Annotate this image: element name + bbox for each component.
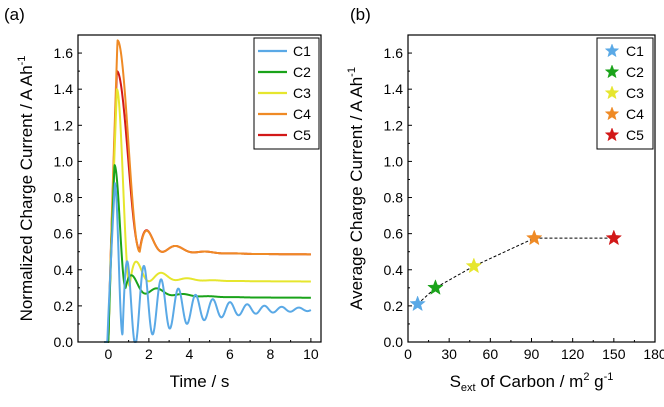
panel-b-x-tick-label: 0 [404,346,412,362]
panel-a-y-tick-label: 0.2 [54,298,74,314]
legend-label-c1: C1 [293,43,311,59]
legend-star-c3 [604,85,620,100]
panel-a-y-axis-label-sup: -1 [16,56,28,66]
legend-label-c4: C4 [626,106,644,122]
panel-b-y-tick-label: 0.2 [384,298,404,314]
panel-b-x-label-sup2: -1 [604,371,614,383]
panel-a-y-tick-label: 0.6 [54,226,74,242]
legend-label-c5: C5 [293,127,311,143]
panel-a-y-tick-label: 0.8 [54,190,74,206]
scatter-point-c2 [427,279,444,295]
panel-a-x-tick-label: 8 [266,346,274,362]
panel-b-legend: C1 C2 C3 C4 C5 [596,37,654,150]
panel-b-x-label-mid: of Carbon / m [476,372,584,391]
panel-b-x-tick-label: 180 [643,346,664,362]
legend-label-c4: C4 [293,106,311,122]
panel-b-frame [407,34,656,343]
series-line-c3 [103,88,312,343]
panel-b-y-axis-label: Average Charge Current / A Ah-1 [346,67,366,310]
legend-star-c4 [604,106,620,121]
panel-a-ticks: 0 2 4 6 8 10 0.0 0.2 0.4 0.6 0.8 1.0 1.2 1.4 1.6 [54,45,319,362]
series-line-c2 [103,164,312,343]
legend-label-c3: C3 [293,85,311,101]
panel-b-legend-box [596,37,654,150]
panel-a-plot-area [103,39,312,343]
panel-b-y-tick-label: 1.4 [384,81,404,97]
panel-b-y-axis-label-sup: -1 [346,67,358,77]
panel-b-x-tick-label: 150 [602,346,626,362]
scatter-connector-line [417,237,614,305]
panel-a-line-chart: (a) 0 2 4 6 8 10 0.0 0.2 0.4 0.6 0.8 1.0 1.2 1.4 1.6 T… [4,5,322,391]
panel-a-x-tick-label: 0 [104,346,112,362]
series-line-c1 [103,182,312,343]
panel-b-y-tick-label: 0.4 [384,262,404,278]
panel-a-x-tick-label: 10 [303,346,319,362]
panel-b-scatter-chart: (b) 0 30 60 90 120 150 180 0.0 0.2 0.4 0.6 0.8 1.0 1.… [346,5,664,394]
panel-b-x-label-sub: ext [461,382,476,394]
panel-b-y-tick-label: 0.6 [384,226,404,242]
series-line-c4 [103,39,312,343]
panel-a-y-axis-label-main: Normalized Charge Current / A Ah [17,65,36,321]
panel-a-frame [77,34,322,343]
panel-b-x-tick-label: 60 [483,346,499,362]
scatter-point-c1 [409,295,426,312]
panel-a-label: (a) [4,5,25,24]
panel-b-y-tick-label: 1.2 [384,117,404,133]
panel-b-label: (b) [350,5,371,24]
legend-label-c2: C2 [293,64,311,80]
panel-a-x-tick-label: 4 [185,346,193,362]
panel-b-x-label-s: S [450,372,461,391]
panel-b-x-label-mid2: g [589,372,603,391]
panel-a-x-tick-label: 6 [226,346,234,362]
legend-label-c2: C2 [626,64,644,80]
panel-b-ticks: 0 30 60 90 120 150 180 0.0 0.2 0.4 0.6 0.8 1.0 1.2 1.4… [384,45,664,362]
panel-b-x-tick-label: 30 [441,346,457,362]
scatter-point-c3 [465,257,483,274]
panel-a-y-axis-label: Normalized Charge Current / A Ah-1 [16,56,36,322]
panel-a-x-tick-label: 2 [145,346,153,362]
panel-b-x-tick-label: 120 [561,346,585,362]
panel-a-y-tick-label: 0.0 [54,334,74,350]
panel-a-y-tick-label: 1.0 [54,153,74,169]
panel-b-x-axis-label: Sext of Carbon / m2 g-1 [450,371,614,394]
legend-star-c1 [604,43,620,58]
legend-label-c1: C1 [626,43,644,59]
panel-a-y-tick-label: 1.6 [54,45,74,61]
panel-b-y-tick-label: 1.6 [384,45,404,61]
panel-b-plot-area [409,229,623,312]
panel-a-x-axis-label: Time / s [170,372,230,391]
panel-a-legend: C1 C2 C3 C4 C5 [253,37,320,150]
panel-b-y-tick-label: 1.0 [384,153,404,169]
legend-star-c2 [604,64,620,79]
panel-b-y-tick-label: 0.8 [384,190,404,206]
scatter-point-c4 [525,229,543,246]
panel-b-y-tick-label: 0.0 [384,334,404,350]
legend-star-c5 [604,127,620,142]
panel-b-x-tick-label: 90 [524,346,540,362]
panel-a-y-tick-label: 1.2 [54,117,74,133]
panel-a-y-tick-label: 1.4 [54,81,74,97]
panel-a-y-tick-label: 0.4 [54,262,74,278]
legend-label-c3: C3 [626,85,644,101]
legend-label-c5: C5 [626,127,644,143]
panel-b-y-axis-label-main: Average Charge Current / A Ah [347,77,366,310]
panel-b-x-label-sup1: 2 [583,371,589,383]
scatter-point-c5 [605,229,623,246]
